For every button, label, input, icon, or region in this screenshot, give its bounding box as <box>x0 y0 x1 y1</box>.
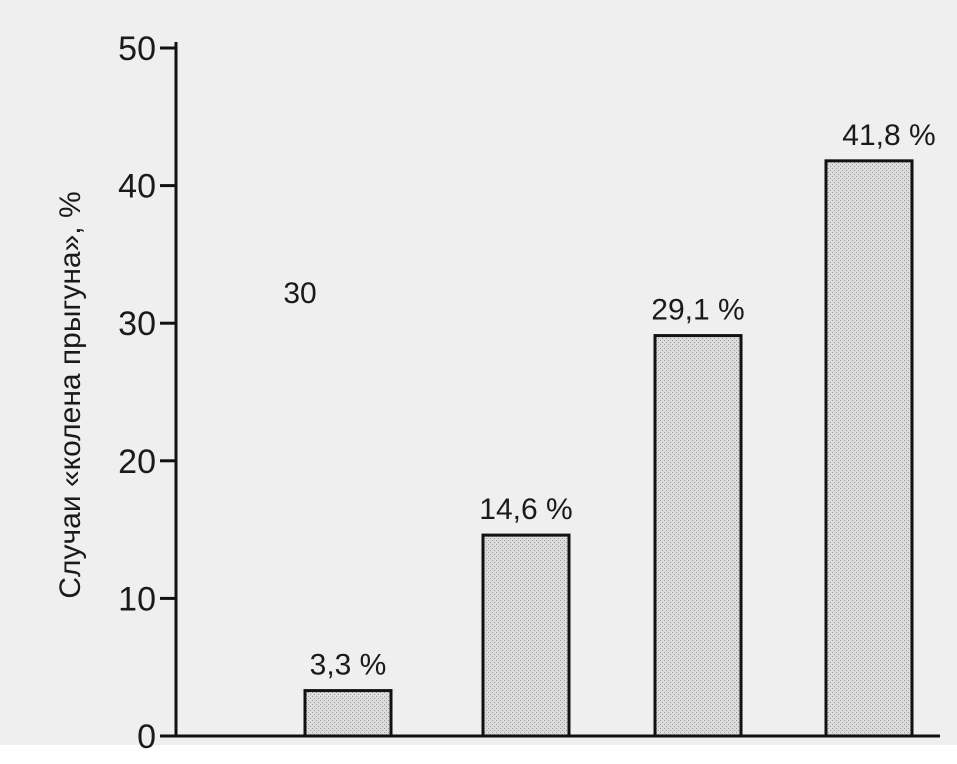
bar-value-label-3: 29,1 % <box>651 294 744 327</box>
y-axis-title: Случаи «колена прыгуна», % <box>54 191 87 598</box>
y-axis-ticks: 0 10 20 30 40 50 <box>118 30 176 756</box>
bar-value-label-2: 14,6 % <box>479 493 572 526</box>
y-tick-label-30: 30 <box>118 305 156 343</box>
bar-value-label-4: 41,8 % <box>842 119 935 152</box>
bars-group <box>303 159 914 738</box>
bar-3 <box>653 334 743 738</box>
y-tick-label-0: 0 <box>137 718 156 756</box>
stray-label-30: 30 <box>283 277 316 310</box>
bar-1 <box>303 689 393 738</box>
y-tick-label-40: 40 <box>118 168 156 206</box>
bar-value-label-1: 3,3 % <box>310 649 387 682</box>
scanned-page-area <box>0 0 957 745</box>
data-labels-group: 3,3 % 14,6 % 29,1 % 41,8 % <box>310 119 936 682</box>
y-tick-label-20: 20 <box>118 443 156 481</box>
y-tick-label-50: 50 <box>118 30 156 68</box>
bar-4 <box>824 159 914 738</box>
y-tick-label-10: 10 <box>118 580 156 618</box>
bar-2 <box>481 533 571 738</box>
